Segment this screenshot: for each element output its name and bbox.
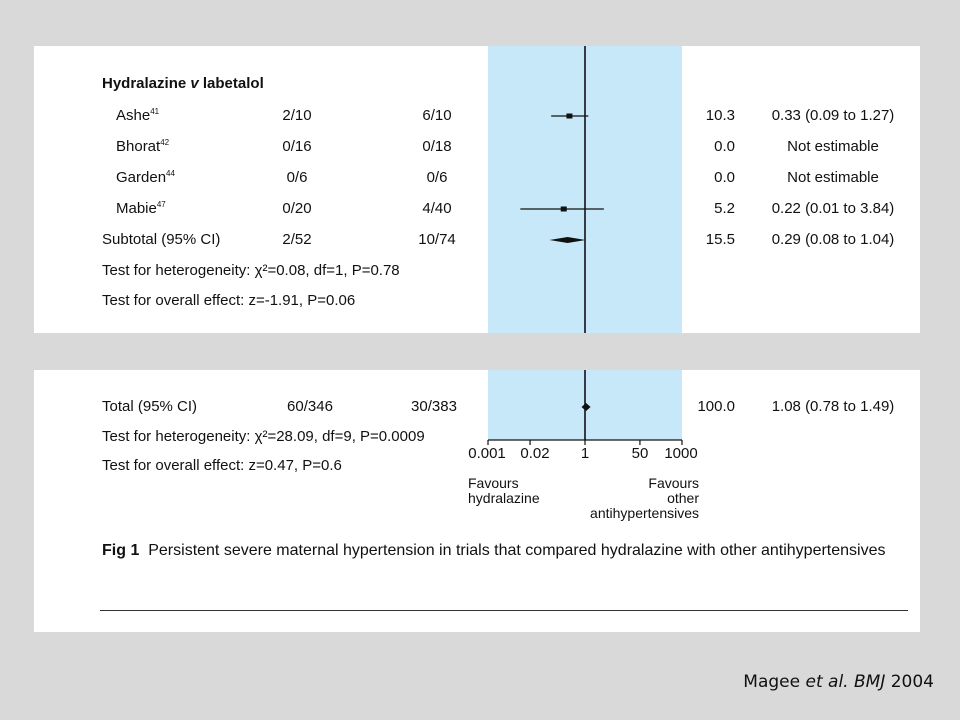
study-other-events: 6/10 xyxy=(422,107,452,124)
total-weight: 100.0 xyxy=(697,398,735,415)
forest-panel-total: Total (95% CI) 60/346 30/383 100.0 1.08 … xyxy=(34,370,920,632)
caption-rule xyxy=(100,610,908,611)
total-or-ci: 1.08 (0.78 to 1.49) xyxy=(771,398,895,415)
study-or-ci: Not estimable xyxy=(787,169,879,186)
study-name: Bhorat42 xyxy=(116,138,170,155)
forest-plot-total xyxy=(487,370,683,445)
subtotal-weight: 15.5 xyxy=(705,231,735,248)
total-overall-effect: Test for overall effect: z=0.47, P=0.6 xyxy=(102,457,342,474)
study-or-ci: 0.33 (0.09 to 1.27) xyxy=(771,107,895,124)
tick-label: 0.001 xyxy=(468,445,506,462)
subtotal-other-events: 10/74 xyxy=(418,231,456,248)
subtotal-diamond xyxy=(549,237,586,243)
study-name: Garden44 xyxy=(116,169,175,186)
tick-label: 50 xyxy=(631,445,649,462)
study-point-estimate xyxy=(560,206,567,212)
citation: Magee et al. BMJ 2004 xyxy=(743,672,934,692)
study-weight: 0.0 xyxy=(714,169,735,186)
study-hydralazine-events: 2/10 xyxy=(282,107,312,124)
study-other-events: 0/6 xyxy=(426,169,448,186)
favours-left-label: Favours hydralazine xyxy=(468,475,540,506)
study-hydralazine-events: 0/20 xyxy=(282,200,312,217)
subtotal-or-ci: 0.29 (0.08 to 1.04) xyxy=(771,231,895,248)
study-hydralazine-events: 0/16 xyxy=(282,138,312,155)
favours-right-label: Favours other antihypertensives xyxy=(590,475,699,521)
study-or-ci: 0.22 (0.01 to 3.84) xyxy=(771,200,895,217)
total-heterogeneity: Test for heterogeneity: χ²=28.09, df=9, … xyxy=(102,428,425,445)
total-hydralazine-events: 60/346 xyxy=(287,398,333,415)
study-weight: 0.0 xyxy=(714,138,735,155)
subgroup-overall-effect: Test for overall effect: z=-1.91, P=0.06 xyxy=(102,292,356,309)
study-other-events: 0/18 xyxy=(422,138,452,155)
tick-label: 1000 xyxy=(664,445,698,462)
study-point-estimate xyxy=(566,113,573,119)
forest-panel-subgroup: Hydralazine v labetalol Ashe41 2/10 6/10… xyxy=(34,46,920,333)
study-name: Mabie47 xyxy=(116,200,166,217)
study-or-ci: Not estimable xyxy=(787,138,879,155)
figure-caption: Fig 1 Persistent severe maternal hyperte… xyxy=(102,542,886,559)
study-name: Ashe41 xyxy=(116,107,160,124)
subtotal-hydralazine-events: 2/52 xyxy=(282,231,312,248)
subgroup-title: Hydralazine v labetalol xyxy=(102,75,264,92)
study-hydralazine-events: 0/6 xyxy=(286,169,308,186)
tick-label: 1 xyxy=(580,445,590,462)
subgroup-heterogeneity: Test for heterogeneity: χ²=0.08, df=1, P… xyxy=(102,262,400,279)
total-label: Total (95% CI) xyxy=(102,398,198,415)
study-weight: 10.3 xyxy=(705,107,735,124)
forest-plot-subgroup xyxy=(520,46,604,333)
total-other-events: 30/383 xyxy=(411,398,457,415)
study-weight: 5.2 xyxy=(714,200,735,217)
tick-label: 0.02 xyxy=(520,445,550,462)
subtotal-label: Subtotal (95% CI) xyxy=(102,231,221,248)
total-diamond xyxy=(581,403,591,411)
study-other-events: 4/40 xyxy=(422,200,452,217)
